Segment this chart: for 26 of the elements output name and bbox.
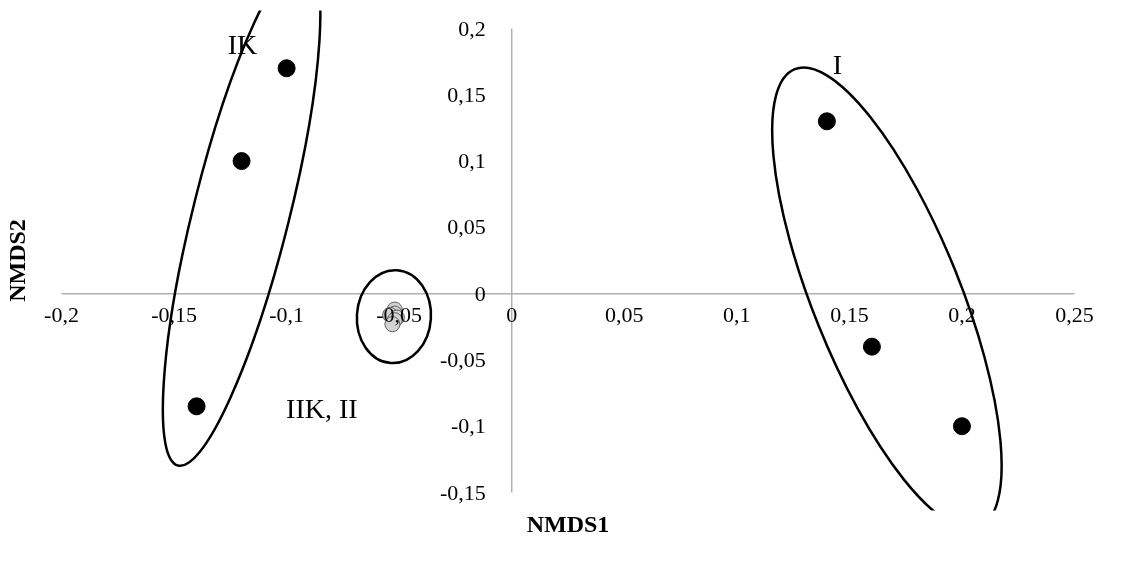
point xyxy=(187,397,206,416)
annotation: IIK, II xyxy=(286,393,358,425)
y-tick-label: -0,15 xyxy=(439,479,486,505)
y-tick-label: 0 xyxy=(474,280,486,306)
y-tick-label: 0,05 xyxy=(447,214,486,240)
y-tick-label: -0,1 xyxy=(450,413,486,439)
x-tick-label: -0,2 xyxy=(44,301,79,327)
x-tick-label: 0,15 xyxy=(830,301,869,327)
y-axis-title: NMDS2 xyxy=(3,219,30,302)
x-tick-label: 0 xyxy=(506,301,518,327)
point xyxy=(952,417,971,436)
point xyxy=(277,59,296,78)
annotation: I xyxy=(832,48,843,80)
x-tick-label: 0,05 xyxy=(605,301,644,327)
y-tick-label: 0,15 xyxy=(447,81,486,107)
x-axis-title: NMDS1 xyxy=(526,510,610,537)
point xyxy=(862,337,881,356)
y-tick-label: 0,1 xyxy=(458,148,486,174)
point xyxy=(232,152,251,171)
point xyxy=(817,112,836,131)
y-tick-label: -0,05 xyxy=(439,346,486,372)
x-tick-label: -0,05 xyxy=(376,301,423,327)
x-tick-label: 0,25 xyxy=(1055,301,1094,327)
x-tick-label: 0,1 xyxy=(723,301,751,327)
y-tick-label: 0,2 xyxy=(458,15,486,41)
x-tick-label: -0,1 xyxy=(269,301,305,327)
